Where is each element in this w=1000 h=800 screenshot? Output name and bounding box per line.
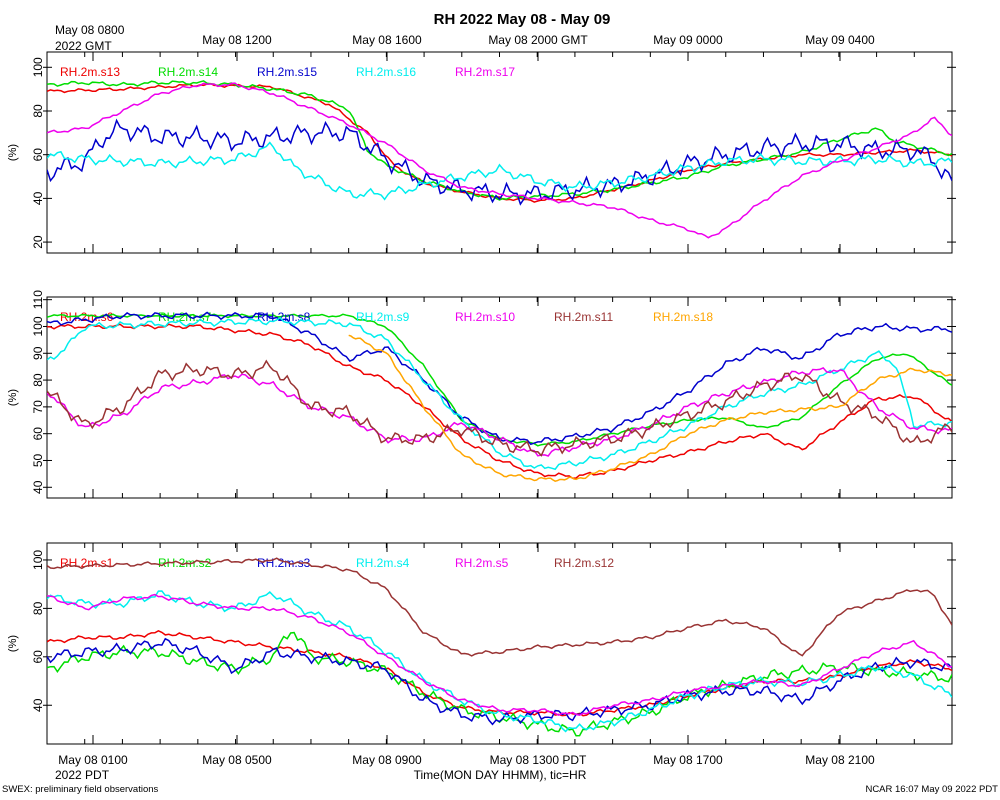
series-line-RH.2m.s15 <box>47 118 952 206</box>
bottom-axis-label-0: May 08 0100 <box>58 753 128 767</box>
bottom-axis-label-4: May 08 1700 <box>653 753 723 767</box>
series-line-RH.2m.s3 <box>47 637 952 726</box>
top-axis-label-1: May 08 1200 <box>202 33 272 47</box>
series-line-RH.2m.s8 <box>47 311 952 446</box>
series-line-RH.2m.s5 <box>47 593 952 717</box>
legend-RH.2m.s17: RH.2m.s17 <box>455 65 515 79</box>
legend-RH.2m.s9: RH.2m.s9 <box>356 310 410 324</box>
legend-RH.2m.s13: RH.2m.s13 <box>60 65 120 79</box>
y-tick-label: 100 <box>31 550 45 570</box>
bottom-axis-label-1: May 08 0500 <box>202 753 272 767</box>
y-tick-label: 80 <box>31 601 45 615</box>
legend-RH.2m.s15: RH.2m.s15 <box>257 65 317 79</box>
legend-RH.2m.s16: RH.2m.s16 <box>356 65 416 79</box>
bottom-axis-label-2: May 08 0900 <box>352 753 422 767</box>
footer-left: SWEX: preliminary field observations <box>2 784 159 795</box>
series-line-RH.2m.s14 <box>47 80 952 201</box>
series-line-RH.2m.s2 <box>47 631 952 737</box>
y-tick-label: 100 <box>31 316 45 336</box>
y-tick-label: 40 <box>31 480 45 494</box>
series-line-RH.2m.s17 <box>47 82 952 239</box>
y-tick-label: 60 <box>31 427 45 441</box>
bottom-axis-sub: 2022 PDT <box>55 768 110 782</box>
top-axis-label-2: May 08 1600 <box>352 33 422 47</box>
top-axis-label-4: May 09 0000 <box>653 33 723 47</box>
legend-RH.2m.s10: RH.2m.s10 <box>455 310 515 324</box>
x-axis-label: Time(MON DAY HHMM), tic=HR <box>414 768 587 782</box>
bottom-axis-label-5: May 08 2100 <box>805 753 875 767</box>
top-axis-label-0: May 08 0800 <box>55 23 125 37</box>
series-line-RH.2m.s13 <box>47 82 952 203</box>
footer-right: NCAR 16:07 May 09 2022 PDT <box>865 784 998 795</box>
series-line-RH.2m.s11 <box>47 359 952 457</box>
legend-RH.2m.s12: RH.2m.s12 <box>554 556 614 570</box>
legend-RH.2m.s5: RH.2m.s5 <box>455 556 509 570</box>
legend-RH.2m.s14: RH.2m.s14 <box>158 65 218 79</box>
y-tick-label: 20 <box>31 235 45 249</box>
y-tick-label: 90 <box>31 346 45 360</box>
y-tick-label: 40 <box>31 191 45 205</box>
series-line-RH.2m.s6 <box>47 323 952 479</box>
y-tick-label: 40 <box>31 698 45 712</box>
y-tick-label: 70 <box>31 400 45 414</box>
series-line-RH.2m.s9 <box>47 316 952 471</box>
bottom-axis-label-3: May 08 1300 PDT <box>490 753 587 767</box>
y-axis-label: (%) <box>7 144 19 161</box>
plot-frame <box>46 542 953 745</box>
y-tick-label: 60 <box>31 148 45 162</box>
legend-RH.2m.s1: RH.2m.s1 <box>60 556 114 570</box>
top-axis-sub: 2022 GMT <box>55 39 112 53</box>
y-tick-label: 60 <box>31 650 45 664</box>
legend-RH.2m.s18: RH.2m.s18 <box>653 310 713 324</box>
series-line-RH.2m.s16 <box>47 141 952 201</box>
plot-frame <box>46 296 953 499</box>
y-tick-label: 110 <box>31 290 45 309</box>
y-tick-label: 80 <box>31 104 45 118</box>
top-axis-label-5: May 09 0400 <box>805 33 875 47</box>
top-axis-label-3: May 08 2000 GMT <box>488 33 588 47</box>
y-tick-label: 80 <box>31 373 45 387</box>
series-line-RH.2m.s12 <box>47 557 952 657</box>
series-line-RH.2m.s18 <box>348 334 952 483</box>
y-axis-label: (%) <box>7 635 19 652</box>
legend-RH.2m.s3: RH.2m.s3 <box>257 556 311 570</box>
legend-RH.2m.s4: RH.2m.s4 <box>356 556 410 570</box>
y-axis-label: (%) <box>7 389 19 406</box>
y-tick-label: 100 <box>31 57 45 77</box>
legend-RH.2m.s11: RH.2m.s11 <box>554 310 613 324</box>
chart-title: RH 2022 May 08 - May 09 <box>434 11 611 28</box>
panel-1: 20 40 60 80 100 (%) RH.2m.s13 RH.2m.s14 RH.2m.s1… <box>7 51 956 254</box>
y-tick-label: 50 <box>31 453 45 467</box>
